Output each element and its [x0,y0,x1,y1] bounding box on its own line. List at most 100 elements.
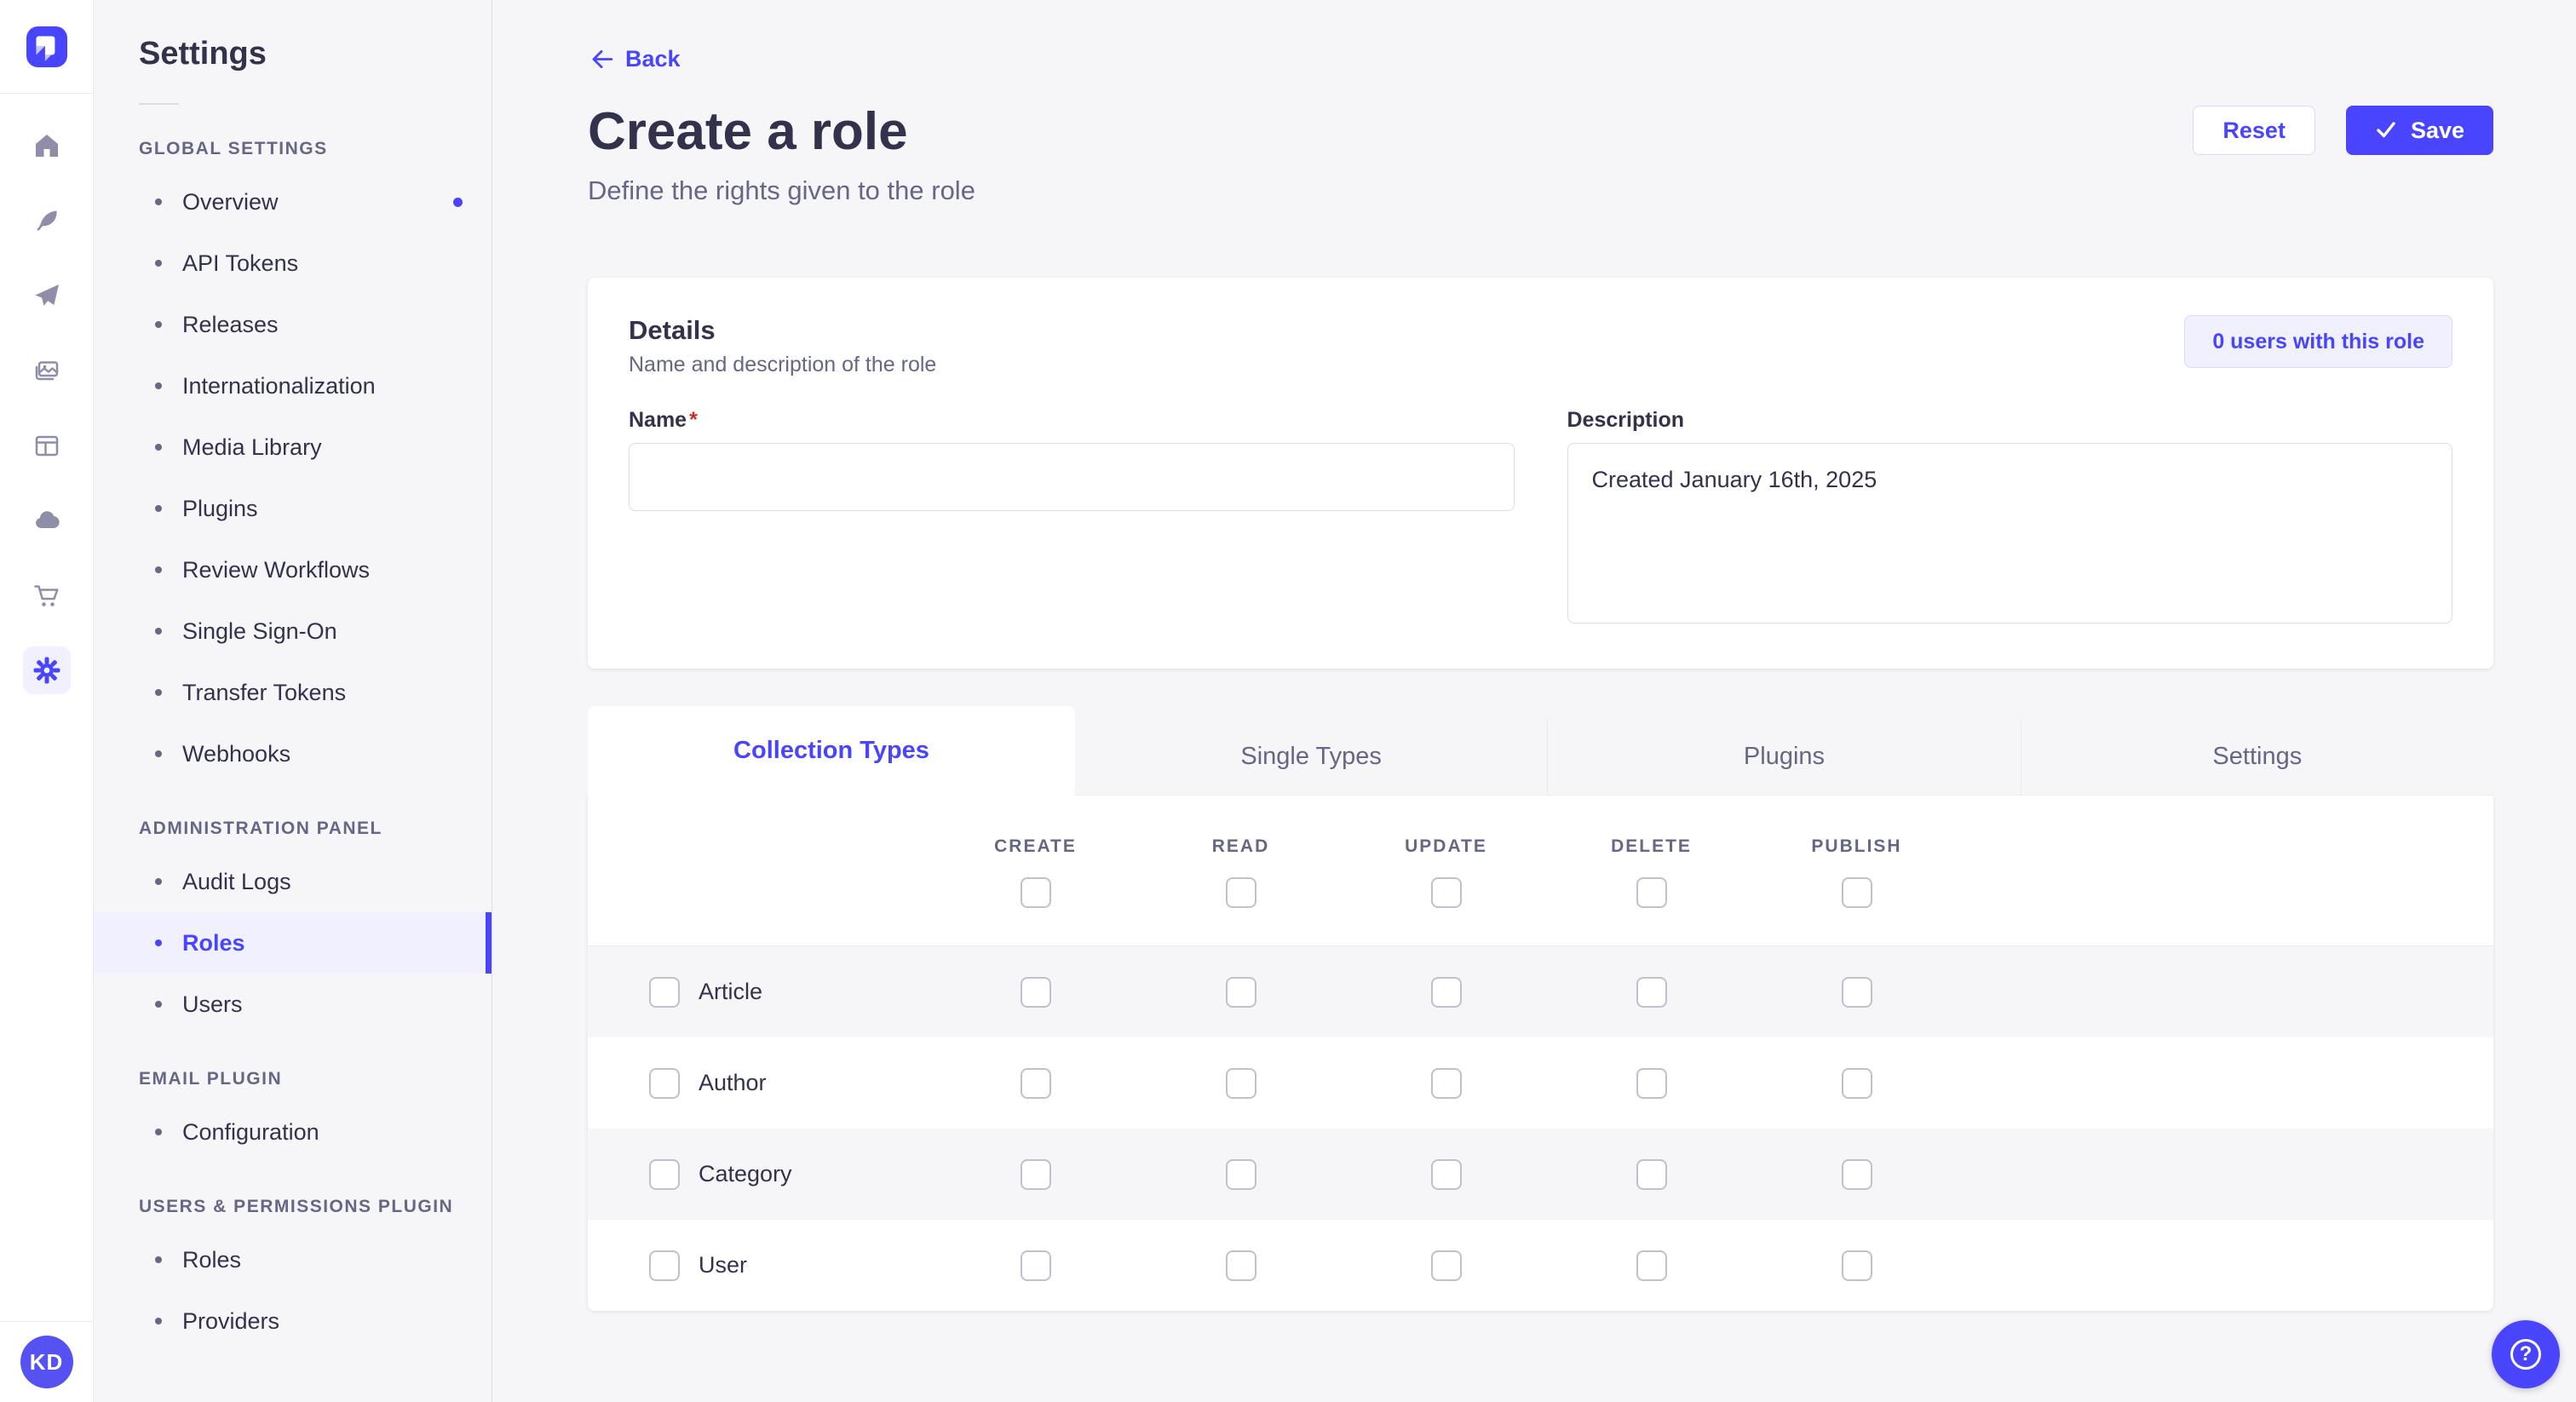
section-global-settings: GLOBAL SETTINGS Overview API Tokens Rele… [94,139,492,784]
layout-icon [35,435,58,457]
tab-collection-types[interactable]: Collection Types [588,706,1075,796]
page-title: Create a role [588,102,908,161]
user-delete-checkbox[interactable] [1636,1250,1667,1281]
marketplace-nav-button[interactable] [23,422,71,469]
sidebar-item-providers[interactable]: Providers [94,1290,492,1352]
user-publish-checkbox[interactable] [1841,1250,1872,1281]
rail-footer: KD [0,1321,93,1402]
tab-plugins[interactable]: Plugins [1547,719,2020,795]
bullet-icon [155,566,162,573]
main-content: Back Create a role Define the rights giv… [492,0,2576,1402]
sidebar-item-api-tokens[interactable]: API Tokens [94,233,492,294]
section-title: EMAIL PLUGIN [139,1069,283,1089]
bullet-icon [155,505,162,512]
article-update-checkbox[interactable] [1430,976,1462,1008]
article-row-checkbox[interactable] [649,976,680,1008]
page-header: Create a role Define the rights given to… [588,106,2493,206]
select-all-create-checkbox[interactable] [1020,877,1051,908]
sidebar-item-review-workflows[interactable]: Review Workflows [94,539,492,600]
media-library-icon [35,361,58,381]
select-all-delete-checkbox[interactable] [1636,877,1667,908]
select-all-update-checkbox[interactable] [1430,877,1462,908]
author-read-checkbox[interactable] [1225,1067,1256,1099]
sidebar-item-plugins[interactable]: Plugins [94,478,492,539]
strapi-logo-icon[interactable] [26,26,67,67]
article-create-checkbox[interactable] [1020,976,1051,1008]
sidebar-item-transfer-tokens[interactable]: Transfer Tokens [94,662,492,723]
tab-single-types[interactable]: Single Types [1240,743,1382,770]
author-delete-checkbox[interactable] [1636,1067,1667,1099]
permissions-card: Collection Types Single Types Plugins Se… [588,706,2493,1311]
table-row-article: Article [588,946,2493,1037]
sidebar-item-audit-logs[interactable]: Audit Logs [94,851,492,912]
article-publish-checkbox[interactable] [1841,976,1872,1008]
sidebar-item-users[interactable]: Users [94,974,492,1035]
section-title: GLOBAL SETTINGS [139,139,328,158]
sidebar-item-configuration[interactable]: Configuration [94,1101,492,1163]
article-read-checkbox[interactable] [1225,976,1256,1008]
author-row-checkbox[interactable] [649,1067,680,1099]
logo-container [0,0,93,94]
icon-rail: KD [0,0,94,1402]
back-link[interactable]: Back [588,46,681,72]
category-create-checkbox[interactable] [1020,1158,1051,1190]
deploy-nav-button[interactable] [23,497,71,544]
sidebar-item-media-library[interactable]: Media Library [94,417,492,478]
sidebar-item-releases[interactable]: Releases [94,294,492,355]
home-icon [35,135,58,157]
author-update-checkbox[interactable] [1430,1067,1462,1099]
author-publish-checkbox[interactable] [1841,1067,1872,1099]
bullet-icon [155,321,162,328]
paper-plane-icon [35,284,59,306]
category-publish-checkbox[interactable] [1841,1158,1872,1190]
sidebar-item-roles[interactable]: Roles [94,912,492,974]
cart-icon [33,585,59,606]
user-read-checkbox[interactable] [1225,1250,1256,1281]
user-create-checkbox[interactable] [1020,1250,1051,1281]
select-all-publish-checkbox[interactable] [1841,877,1872,908]
media-library-nav-button[interactable] [23,347,71,394]
sidebar-divider [139,103,179,105]
required-asterisk: * [689,408,698,432]
sidebar-item-single-sign-on[interactable]: Single Sign-On [94,600,492,662]
name-input[interactable] [629,443,1515,511]
sidebar-item-webhooks[interactable]: Webhooks [94,723,492,784]
users-with-role-button[interactable]: 0 users with this role [2184,315,2452,368]
content-manager-nav-button[interactable] [23,197,71,244]
content-type-builder-nav-button[interactable] [23,272,71,319]
tab-settings[interactable]: Settings [2020,719,2493,795]
article-delete-checkbox[interactable] [1636,976,1667,1008]
purchase-nav-button[interactable] [23,572,71,619]
rail-nav [0,94,93,721]
save-button[interactable]: Save [2345,106,2493,155]
sidebar-item-up-roles[interactable]: Roles [94,1229,492,1290]
help-button[interactable]: ? [2492,1320,2560,1388]
section-administration-panel: ADMINISTRATION PANEL Audit Logs Roles Us… [94,819,492,1035]
save-label: Save [2410,117,2464,143]
row-label: User [699,1252,748,1278]
user-row-checkbox[interactable] [649,1250,680,1281]
category-delete-checkbox[interactable] [1636,1158,1667,1190]
details-title: Details [629,315,716,345]
bullet-icon [155,1001,162,1008]
description-textarea[interactable]: Created January 16th, 2025 [1567,443,2452,623]
bullet-icon [155,628,162,635]
section-email-plugin: EMAIL PLUGIN Configuration [94,1069,492,1163]
row-label: Article [699,979,763,1004]
category-row-checkbox[interactable] [649,1158,680,1190]
sidebar-item-overview[interactable]: Overview [94,171,492,233]
user-update-checkbox[interactable] [1430,1250,1462,1281]
sidebar-item-internationalization[interactable]: Internationalization [94,355,492,417]
name-label: Name * [629,408,698,432]
permissions-tabs: Collection Types Single Types Plugins Se… [588,706,2493,796]
bullet-icon [155,382,162,389]
bullet-icon [155,1256,162,1263]
category-update-checkbox[interactable] [1430,1158,1462,1190]
author-create-checkbox[interactable] [1020,1067,1051,1099]
user-avatar[interactable]: KD [20,1336,73,1388]
home-nav-button[interactable] [23,122,71,170]
category-read-checkbox[interactable] [1225,1158,1256,1190]
select-all-read-checkbox[interactable] [1225,877,1256,908]
reset-button[interactable]: Reset [2193,106,2315,155]
settings-nav-button[interactable] [22,646,71,694]
